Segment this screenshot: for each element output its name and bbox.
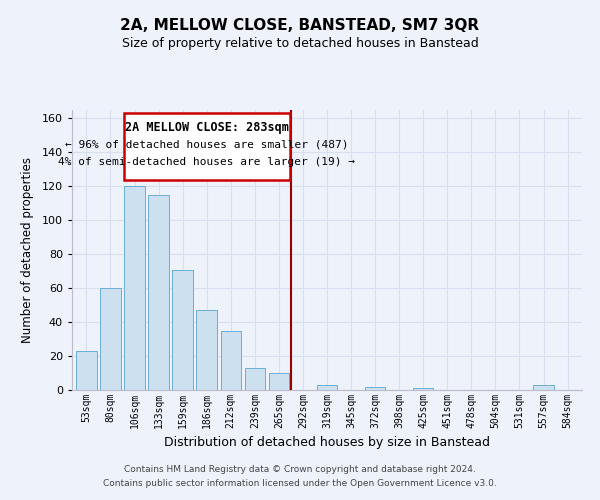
Bar — [76, 351, 97, 390]
Text: Contains HM Land Registry data © Crown copyright and database right 2024.
Contai: Contains HM Land Registry data © Crown c… — [103, 466, 497, 487]
Bar — [172, 270, 193, 390]
Bar — [317, 385, 337, 390]
Bar — [100, 288, 121, 390]
Bar — [269, 373, 289, 390]
FancyBboxPatch shape — [124, 114, 290, 180]
Text: Size of property relative to detached houses in Banstead: Size of property relative to detached ho… — [122, 38, 478, 51]
Text: 4% of semi-detached houses are larger (19) →: 4% of semi-detached houses are larger (1… — [58, 157, 355, 167]
Text: ← 96% of detached houses are smaller (487): ← 96% of detached houses are smaller (48… — [65, 140, 349, 150]
Bar — [148, 195, 169, 390]
Text: 2A MELLOW CLOSE: 283sqm: 2A MELLOW CLOSE: 283sqm — [125, 122, 289, 134]
Y-axis label: Number of detached properties: Number of detached properties — [20, 157, 34, 343]
Bar — [245, 368, 265, 390]
Bar — [196, 310, 217, 390]
Bar — [124, 186, 145, 390]
Bar — [365, 386, 385, 390]
Bar — [221, 330, 241, 390]
Bar — [533, 385, 554, 390]
Text: 2A, MELLOW CLOSE, BANSTEAD, SM7 3QR: 2A, MELLOW CLOSE, BANSTEAD, SM7 3QR — [121, 18, 479, 32]
Bar — [413, 388, 433, 390]
X-axis label: Distribution of detached houses by size in Banstead: Distribution of detached houses by size … — [164, 436, 490, 450]
